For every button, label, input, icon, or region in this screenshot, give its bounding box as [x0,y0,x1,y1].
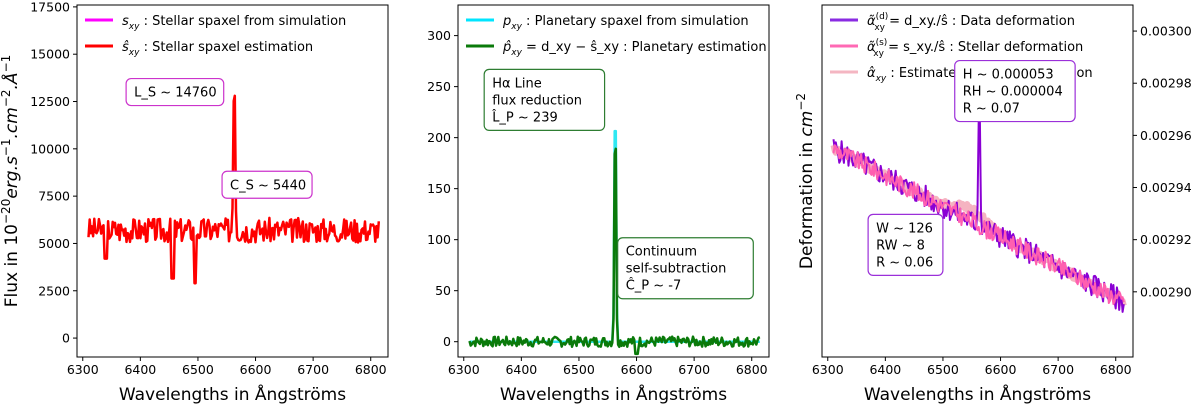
annotation-box: H ~ 0.000053 RH ~ 0.000004 R ~ 0.07 [954,59,1076,123]
series-line [832,144,1125,306]
x-tick-label: 6600 [621,362,653,377]
y-tick-label: 5000 [38,236,70,251]
x-tick-label: 6800 [1100,362,1132,377]
x-axis-label: Wavelengths in Ångströms [500,383,727,405]
y-tick-label: 15000 [30,47,70,62]
y-tick-label: 0.00300 [1140,24,1192,39]
panel-1: 6300 6400 6500 6600 6700 6800 Wavelengths in Å… [0,0,389,405]
x-tick-label: 6500 [182,362,214,377]
y-tick-label: 100 [427,232,451,247]
series-line [87,94,381,285]
annotation-frame [483,68,606,131]
y-tick-label: 300 [427,28,451,43]
x-tick-label: 6300 [812,362,844,377]
x-tick-label: 6500 [927,362,959,377]
y-tick-label: 50 [435,283,451,298]
series-line [468,147,761,356]
y-tick-label: 12500 [30,94,70,109]
y-tick-label: 0.00294 [1140,180,1192,195]
annotation-frame [867,213,944,276]
annotation-text: L_S ~ 14760 [134,86,217,101]
annotation-text: RW ~ 8 [876,238,925,253]
y-tick-label: 0.00292 [1140,232,1192,247]
annotation-text: R ~ 0.07 [963,102,1020,117]
y-tick-label: 250 [427,79,451,94]
annotation-box: C_S ~ 5440 [221,170,313,199]
panel-3: 6300 6400 6500 6600 6700 6800 Wavelengths in Å… [794,4,1192,405]
x-tick-label: 6700 [678,362,710,377]
y-tick-label: 0 [443,334,451,349]
axes-frame [76,4,389,358]
legend-label: p̂xy = d_xy − ŝ_xy : Planetary estimatio… [502,40,767,58]
y-tick-label: 7500 [38,189,70,204]
y-axis-label: Flux in 10−20erg.s−1.cm−2.Å−1 [0,55,22,308]
y-tick-label: 17500 [30,0,70,14]
annotation-text: H ~ 0.000053 [963,68,1054,83]
y-tick-label: 0.00290 [1140,284,1192,299]
x-tick-label: 6400 [505,362,537,377]
legend-label: sxy : Stellar spaxel from simulation [122,14,346,32]
annotation-text: C_S ~ 5440 [230,178,306,193]
axes-frame [457,4,770,358]
annotation-box: L_S ~ 14760 [125,77,225,107]
x-tick-label: 6500 [563,362,595,377]
legend-label: pxy : Planetary spaxel from simulation [502,14,749,32]
x-tick-label: 6600 [985,362,1017,377]
annotation-text: flux reduction [492,93,582,108]
annotation-frame [954,59,1076,123]
annotation-box: W ~ 126 RW ~ 8 R ~ 0.06 [867,213,944,276]
annotation-text: L̂_P ~ 239 [491,110,557,125]
y-tick-label: 0.00296 [1140,128,1192,143]
x-tick-label: 6600 [240,362,272,377]
x-tick-label: 6300 [67,362,99,377]
y-tick-label: 200 [427,130,451,145]
x-tick-label: 6700 [1042,362,1074,377]
annotation-text: Hα Line [492,76,542,91]
annotation-text: Ĉ_P ~ -7 [626,278,682,294]
legend-label: α̃(s) xy = s_xy./ŝ : Stellar deformation [867,38,1083,59]
legend-label: α̃(d) xy = d_xy./ŝ : Data deformation [867,12,1075,33]
y-tick-label: 10000 [30,141,70,156]
x-tick-label: 6700 [297,362,329,377]
y-tick-label: 0 [62,331,70,346]
y-axis-label: Deformation in cm−2 [794,93,817,269]
annotation-frame [617,237,754,300]
annotation-frame [221,170,313,199]
annotation-box: Hα Line flux reduction L̂_P ~ 239 [483,68,606,131]
x-axis-label: Wavelengths in Ångströms [864,383,1091,405]
x-tick-label: 6800 [736,362,768,377]
annotation-text: R ~ 0.06 [876,255,933,270]
legend-label: ŝxy : Stellar spaxel estimation [122,40,313,58]
y-tick-label: 0.00298 [1140,76,1192,91]
panel-2: 6300 6400 6500 6600 6700 6800 Wavelengths in Å… [427,4,770,405]
x-axis-label: Wavelengths in Ångströms [119,383,346,405]
annotation-text: W ~ 126 [876,221,933,236]
y-tick-label: 150 [427,181,451,196]
y-tick-label: 2500 [38,283,70,298]
x-tick-label: 6300 [448,362,480,377]
annotation-text: self-subtraction [626,262,727,277]
annotation-frame [125,77,225,107]
x-tick-label: 6400 [869,362,901,377]
axes-frame [821,4,1134,358]
annotation-text: RH ~ 0.000004 [963,85,1063,100]
annotation-text: Continuum [626,245,697,260]
x-tick-label: 6800 [355,362,387,377]
x-tick-label: 6400 [124,362,156,377]
